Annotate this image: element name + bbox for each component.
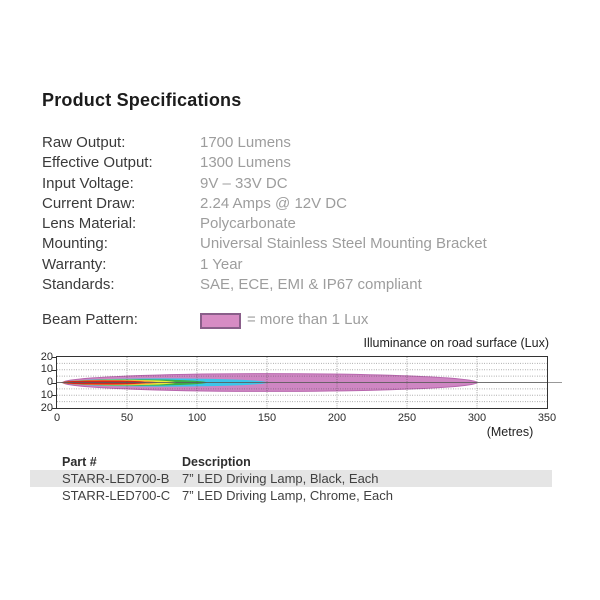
y-tick-mark [52, 395, 56, 397]
spec-row: Lens Material: Polycarbonate [42, 214, 562, 234]
chart-title: Illuminance on road surface (Lux) [363, 336, 549, 350]
description-cell: 7” LED Driving Lamp, Black, Each [182, 471, 379, 486]
spec-list: Raw Output: 1700 Lumens Effective Output: 1… [42, 133, 562, 295]
description-cell: 7” LED Driving Lamp, Chrome, Each [182, 488, 393, 503]
spec-row: Input Voltage: 9V – 33V DC [42, 174, 562, 194]
spec-label: Current Draw: [42, 194, 136, 212]
spec-label: Effective Output: [42, 154, 153, 172]
y-tick-mark [52, 369, 56, 371]
beam-legend-text: = more than 1 Lux [247, 311, 369, 328]
x-tick-label: 300 [467, 412, 487, 424]
chart-x-axis-label: (Metres) [486, 425, 534, 439]
y-tick-label: 0 [46, 376, 53, 388]
parts-table-body: STARR-LED700-B 7” LED Driving Lamp, Black… [30, 470, 552, 504]
x-tick-label: 350 [537, 412, 557, 424]
table-row: STARR-LED700-C 7” LED Driving Lamp, Chrom… [30, 487, 552, 504]
spec-value: Polycarbonate [200, 215, 296, 233]
beam-legend-swatch [200, 313, 241, 329]
table-row: STARR-LED700-B 7” LED Driving Lamp, Black… [30, 470, 552, 487]
y-tick-mark [52, 382, 56, 384]
spec-row: Raw Output: 1700 Lumens [42, 133, 562, 153]
spec-value: 1 Year [200, 255, 243, 273]
spec-label: Standards: [42, 276, 115, 294]
parts-table-header: Part # Description [62, 455, 251, 469]
y-tick-label: 20 [40, 401, 53, 414]
y-tick-label: 10 [40, 363, 53, 376]
x-tick-label: 250 [397, 412, 417, 424]
spec-label: Warranty: [42, 255, 107, 273]
part-number-cell: STARR-LED700-C [62, 488, 171, 503]
spec-label: Input Voltage: [42, 174, 134, 192]
spec-value: 9V – 33V DC [200, 174, 288, 192]
y-tick-mark [52, 408, 56, 409]
spec-value: 2.24 Amps @ 12V DC [200, 194, 347, 212]
y-tick-mark [52, 357, 56, 358]
x-tick-label: 200 [327, 412, 347, 424]
spec-row: Mounting: Universal Stainless Steel Mount… [42, 234, 562, 254]
spec-value: Universal Stainless Steel Mounting Brack… [200, 235, 487, 253]
column-header-part: Part # [62, 455, 97, 469]
x-tick-label: 0 [53, 412, 61, 424]
x-tick-label: 100 [187, 412, 207, 424]
spec-label: Raw Output: [42, 134, 126, 151]
spec-label: Mounting: [42, 235, 108, 253]
x-tick-label: 150 [257, 412, 277, 424]
y-tick-label: 10 [40, 388, 53, 401]
chart-plot-area [56, 356, 548, 409]
spec-value: 1700 Lumens [200, 134, 291, 151]
spec-row: Standards: SAE, ECE, EMI & IP67 compliant [42, 275, 562, 295]
spec-value: SAE, ECE, EMI & IP67 compliant [200, 276, 422, 294]
part-number-cell: STARR-LED700-B [62, 471, 170, 486]
page-title: Product Specifications [42, 90, 242, 110]
x-tick-label: 50 [120, 412, 134, 424]
spec-row: Warranty: 1 Year [42, 255, 562, 275]
spec-label: Lens Material: [42, 215, 137, 233]
spec-row: Effective Output: 1300 Lumens [42, 153, 562, 173]
beam-pattern-label: Beam Pattern: [42, 311, 138, 328]
spec-value: 1300 Lumens [200, 154, 291, 172]
column-header-description: Description [182, 455, 251, 469]
spec-row: Current Draw: 2.24 Amps @ 12V DC [42, 194, 562, 214]
y-tick-label: 20 [40, 350, 53, 363]
zero-line-extension [548, 382, 562, 383]
beam-pattern-chart [57, 357, 547, 408]
